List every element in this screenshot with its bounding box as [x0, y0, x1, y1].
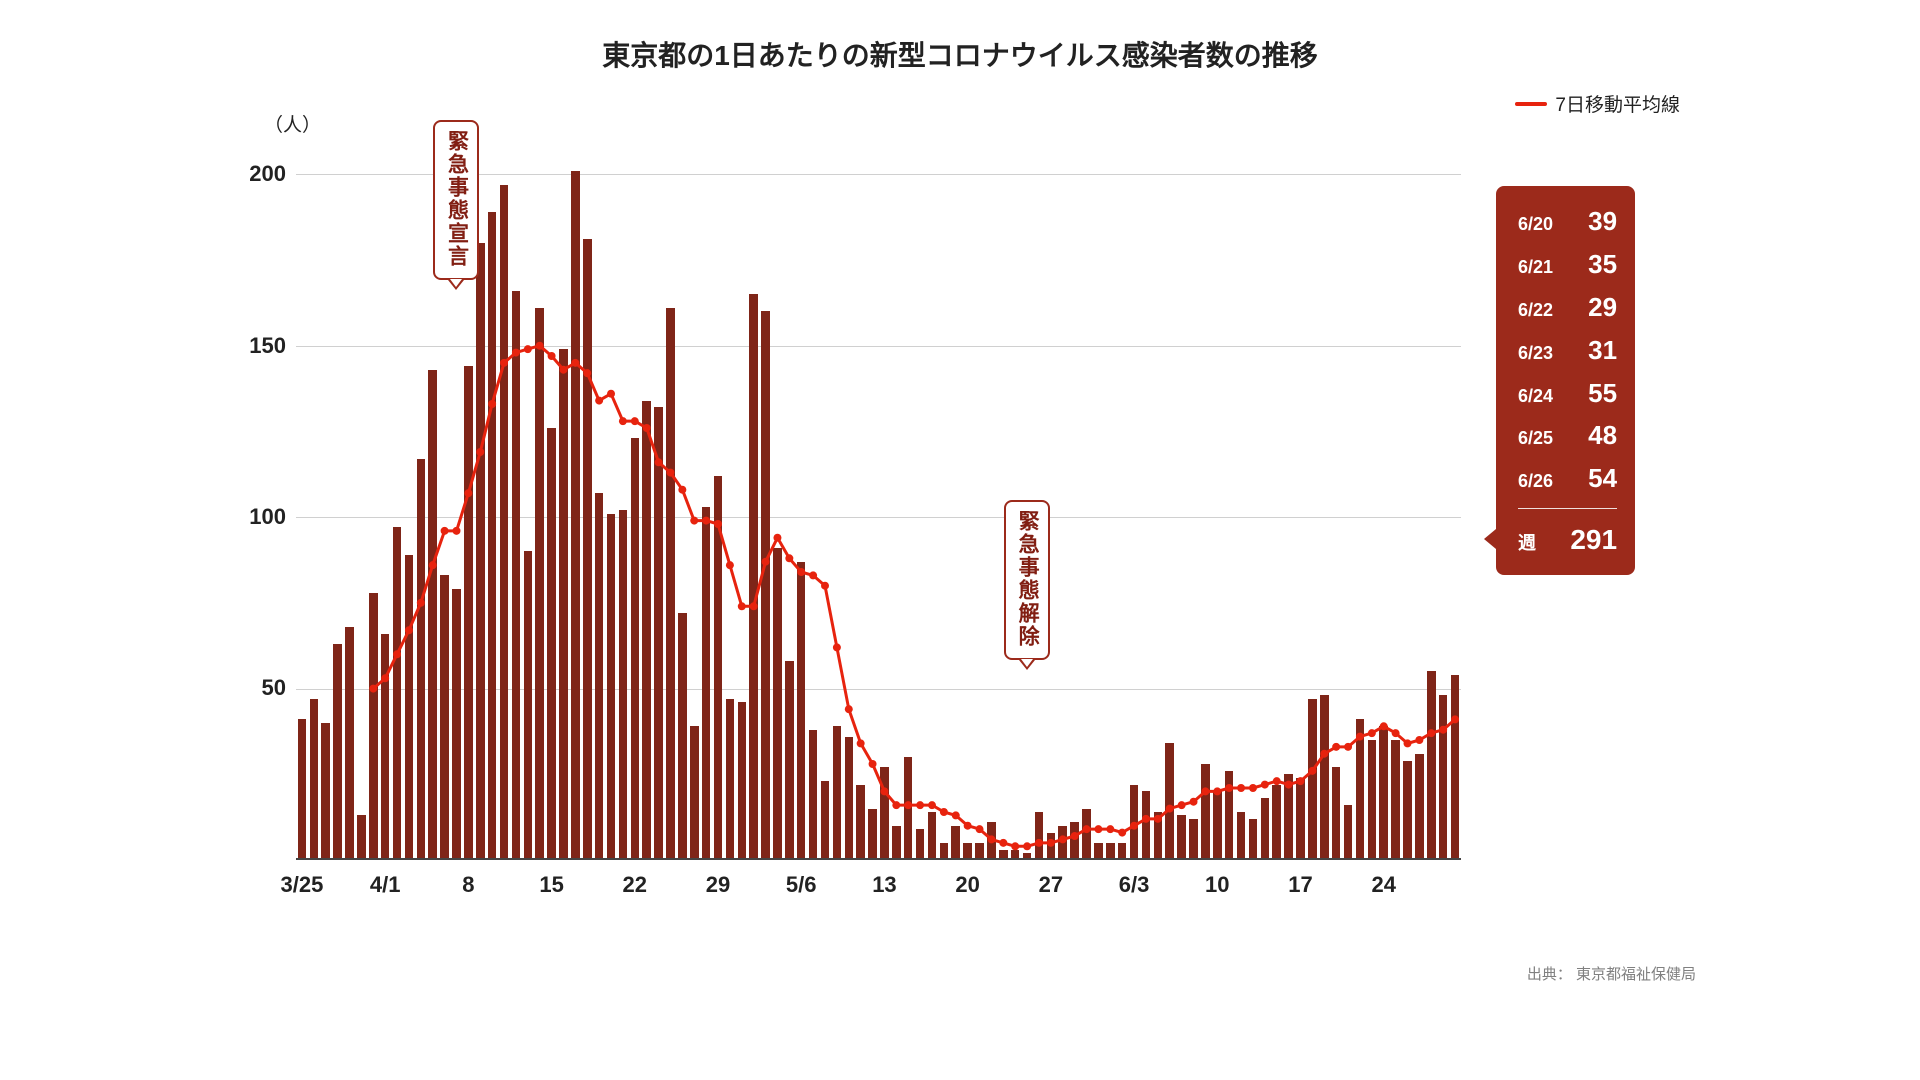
- y-axis-unit: （人）: [264, 110, 321, 137]
- summary-date: 6/21: [1518, 253, 1553, 283]
- x-tick-label: 24: [1371, 872, 1395, 898]
- x-tick-label: 27: [1039, 872, 1063, 898]
- summary-row: 6/22 29: [1518, 286, 1617, 329]
- y-tick-label: 200: [226, 161, 286, 187]
- summary-date: 6/20: [1518, 210, 1553, 240]
- summary-date: 6/24: [1518, 382, 1553, 412]
- x-tick-label: 4/1: [370, 872, 401, 898]
- x-tick-label: 8: [462, 872, 474, 898]
- summary-row: 6/20 39: [1518, 200, 1617, 243]
- summary-date: 6/23: [1518, 339, 1553, 369]
- x-tick-label: 15: [539, 872, 563, 898]
- summary-row: 6/23 31: [1518, 329, 1617, 372]
- summary-row: 6/24 55: [1518, 372, 1617, 415]
- callout-label: 緊急事態宣言: [433, 120, 479, 280]
- summary-box-tail: [1484, 529, 1496, 549]
- y-tick-label: 100: [226, 504, 286, 530]
- callout: 緊急事態解除: [1004, 500, 1050, 660]
- summary-total-value: 291: [1570, 517, 1617, 563]
- legend: 7日移動平均線: [1515, 90, 1680, 117]
- summary-value: 54: [1571, 457, 1617, 500]
- x-tick-label: 13: [872, 872, 896, 898]
- summary-date: 6/22: [1518, 296, 1553, 326]
- summary-value: 29: [1571, 286, 1617, 329]
- summary-date: 6/25: [1518, 424, 1553, 454]
- x-tick-label: 10: [1205, 872, 1229, 898]
- x-tick-label: 17: [1288, 872, 1312, 898]
- summary-date: 6/26: [1518, 467, 1553, 497]
- callout: 緊急事態宣言: [433, 120, 479, 280]
- summary-rows: 6/20396/21356/22296/23316/24556/25486/26…: [1518, 200, 1617, 500]
- page: 東京都の1日あたりの新型コロナウイルス感染者数の推移 7日移動平均線 （人） 5…: [200, 0, 1720, 1000]
- summary-value: 55: [1571, 372, 1617, 415]
- chart-title: 東京都の1日あたりの新型コロナウイルス感染者数の推移: [200, 34, 1720, 74]
- summary-separator: [1518, 508, 1617, 509]
- summary-value: 39: [1571, 200, 1617, 243]
- summary-value: 35: [1571, 243, 1617, 286]
- x-tick-label: 5/6: [786, 872, 817, 898]
- summary-row: 6/21 35: [1518, 243, 1617, 286]
- summary-total-label: 週: [1518, 529, 1536, 559]
- summary-total-row: 週 291: [1518, 517, 1617, 563]
- summary-row: 6/26 54: [1518, 457, 1617, 500]
- summary-value: 31: [1571, 329, 1617, 372]
- legend-label: 7日移動平均線: [1555, 90, 1680, 117]
- x-tick-label: 29: [706, 872, 730, 898]
- summary-box: 6/20396/21356/22296/23316/24556/25486/26…: [1496, 186, 1635, 575]
- callout-label: 緊急事態解除: [1004, 500, 1050, 660]
- y-tick-label: 50: [226, 675, 286, 701]
- y-tick-label: 150: [226, 333, 286, 359]
- legend-swatch: [1515, 102, 1547, 106]
- source-label: 出典： 東京都福祉保健局: [1527, 963, 1696, 984]
- summary-row: 6/25 48: [1518, 414, 1617, 457]
- summary-value: 48: [1571, 414, 1617, 457]
- x-tick-label: 22: [623, 872, 647, 898]
- x-axis-baseline: [296, 858, 1461, 860]
- x-tick-label: 20: [955, 872, 979, 898]
- x-tick-label: 6/3: [1119, 872, 1150, 898]
- x-tick-label: 3/25: [281, 872, 324, 898]
